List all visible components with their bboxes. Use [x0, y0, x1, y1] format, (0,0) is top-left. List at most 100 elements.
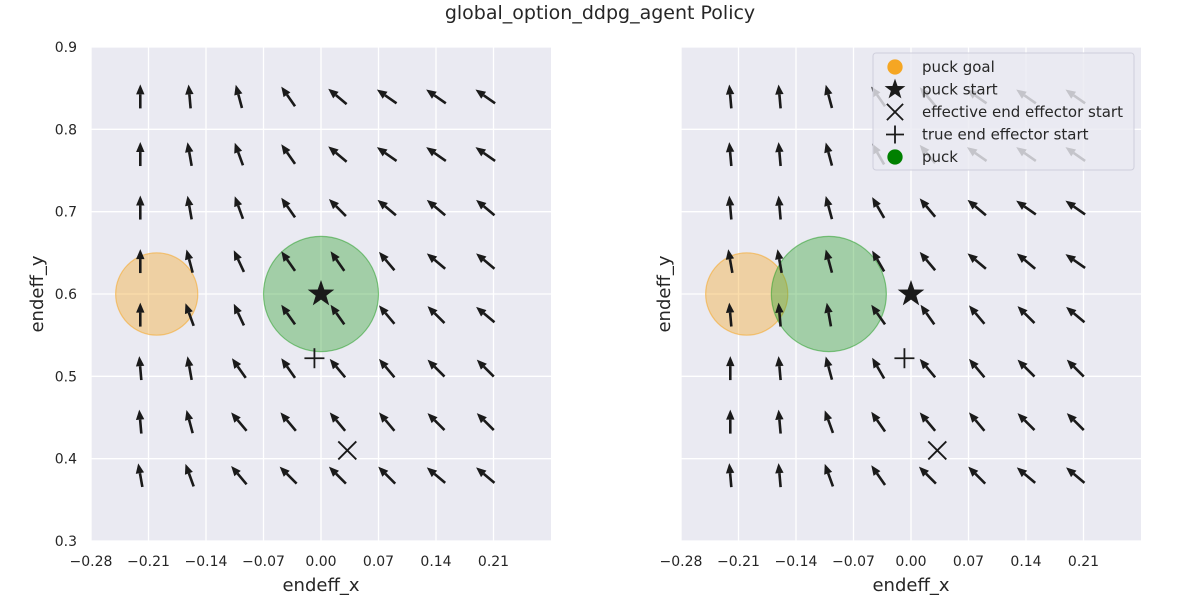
legend-entry: effective end effector start	[886, 103, 1123, 121]
x-tick-label: −0.14	[185, 554, 228, 570]
quiver-arrow	[185, 356, 194, 381]
legend-entry: true end effector start	[886, 125, 1089, 144]
quiver-arrow	[135, 409, 145, 434]
y-tick-label: 0.7	[55, 205, 77, 221]
legend-label: puck start	[922, 81, 998, 99]
quiver-arrow	[185, 249, 194, 273]
quiver-arrow	[136, 142, 145, 167]
x-tick-label: 0.21	[1068, 554, 1099, 570]
quiver-arrow	[775, 249, 784, 274]
quiver-arrow	[281, 251, 297, 272]
legend-puck-symbol	[887, 149, 903, 165]
x-tick-label: 0.00	[305, 554, 336, 570]
y-tick-label: 0.8	[55, 122, 77, 138]
quiver-arrow	[919, 412, 937, 432]
quiver-arrow	[328, 466, 347, 485]
quiver-arrow	[725, 142, 735, 167]
quiver-arrow	[231, 412, 248, 432]
quiver-arrow	[376, 147, 398, 162]
quiver-arrow	[234, 84, 244, 109]
puck-circle	[770, 235, 887, 353]
quiver-arrow	[476, 253, 496, 270]
legend-effective-end-effector-start-symbol	[886, 103, 904, 121]
quiver-arrow	[775, 195, 784, 220]
legend-entry: puck goal	[887, 58, 995, 76]
quiver-arrow	[379, 305, 396, 325]
y-tick-label: 0.6	[55, 287, 77, 303]
quiver-arrow	[1017, 306, 1036, 324]
x-tick-label: −0.21	[127, 554, 170, 570]
quiver-arrow	[427, 306, 446, 324]
quiver-arrow	[1016, 467, 1037, 484]
quiver-arrow	[475, 89, 496, 105]
quiver-arrow	[918, 466, 937, 485]
x-tick-label: 0.00	[895, 554, 926, 570]
quiver-arrow	[377, 199, 397, 217]
quiver-arrow	[185, 84, 194, 109]
quiver-arrow	[281, 304, 297, 326]
quiver-arrow	[775, 409, 784, 434]
quiver-arrow	[279, 466, 298, 485]
quiver-arrow	[379, 412, 396, 432]
quiver-arrow	[1016, 200, 1037, 216]
quiver-arrow	[476, 413, 495, 432]
quiver-arrow	[919, 198, 937, 218]
x-tick-label: −0.21	[717, 554, 760, 570]
quiver-arrow	[1017, 359, 1036, 378]
quiver-arrow	[280, 412, 297, 432]
quiver-arrow	[476, 467, 496, 484]
chart-panel-2: −0.28 −0.21 −0.14 −0.07 0.00 0.07 0.14 0.21 ende…	[654, 46, 1141, 596]
quiver-arrow	[234, 142, 245, 166]
quiver-arrow	[919, 251, 937, 272]
legend: puck goal puck start effective end effecto…	[872, 52, 1135, 171]
quiver-arrow	[871, 304, 887, 326]
legend-puck-start-symbol	[884, 78, 906, 99]
quiver-arrow	[426, 147, 447, 162]
quiver-arrow	[379, 358, 396, 379]
true-end-effector-start-marker	[304, 348, 325, 369]
quiver-arrow	[1017, 413, 1036, 432]
quiver-arrow	[185, 195, 194, 220]
puck-goal-circle	[705, 252, 789, 336]
quiver-arrow	[427, 413, 446, 432]
quiver-arrow	[969, 412, 986, 432]
chart-panel-1: −0.28 −0.21 −0.14 −0.07 0.00 0.07 0.14 0.210.30…	[27, 40, 551, 596]
quiver-arrow	[330, 251, 346, 272]
quiver-arrow	[476, 359, 495, 378]
x-tick-label: −0.07	[242, 554, 285, 570]
quiver-arrow	[824, 195, 834, 220]
quiver-arrow	[726, 409, 735, 434]
quiver-arrow	[281, 358, 297, 379]
quiver-arrow	[775, 84, 784, 109]
x-tick-label: −0.14	[775, 554, 818, 570]
quiver-arrow	[136, 195, 145, 220]
quiver-arrow	[136, 84, 145, 109]
quiver-arrow	[824, 249, 834, 273]
quiver-arrow	[233, 303, 246, 327]
quiver-arrow	[329, 358, 347, 379]
quiver-arrow	[968, 466, 987, 485]
x-tick-label: 0.07	[363, 554, 394, 570]
figure-title: global_option_ddpg_agent Policy	[445, 2, 755, 24]
x-axis-label: endeff_x	[282, 575, 359, 596]
legend-label: effective end effector start	[922, 103, 1123, 121]
quiver-arrow	[872, 197, 886, 219]
quiver-arrow	[872, 250, 886, 273]
legend-label: puck goal	[922, 58, 995, 76]
quiver-arrow	[775, 463, 784, 488]
quiver-arrow	[184, 303, 195, 327]
x-tick-label: 0.07	[953, 554, 984, 570]
quiver-arrow	[426, 199, 447, 217]
quiver-arrow	[135, 463, 145, 488]
quiver-arrow	[376, 89, 398, 105]
gridlines	[90, 46, 551, 542]
quiver-arrow	[1066, 467, 1086, 484]
legend-label: puck	[922, 148, 958, 166]
x-tick-label: 0.14	[420, 554, 451, 570]
quiver-arrow	[231, 358, 247, 379]
quiver-arrow	[920, 304, 936, 326]
x-tick-labels: −0.28 −0.21 −0.14 −0.07 0.00 0.07 0.14 0.21	[660, 554, 1100, 570]
quiver-arrow	[726, 356, 735, 381]
quiver-arrow	[775, 302, 784, 327]
